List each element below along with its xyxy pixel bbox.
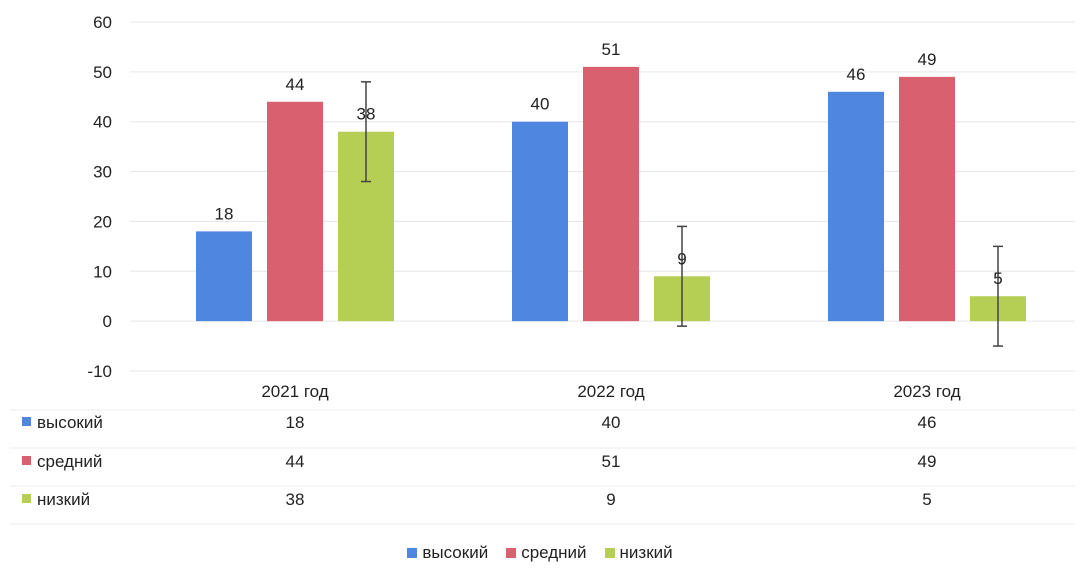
table-cell: 9	[606, 490, 615, 509]
table-row-label: высокий	[37, 413, 103, 432]
category-label: 2021 год	[261, 382, 328, 401]
category-label: 2022 год	[577, 382, 644, 401]
y-tick-label: 20	[93, 212, 112, 231]
y-tick-label: 40	[93, 113, 112, 132]
data-label: 51	[602, 40, 621, 59]
legend-label: низкий	[619, 543, 673, 562]
bar	[828, 91, 884, 322]
y-tick-label: 30	[93, 163, 112, 182]
table-legend-key	[22, 417, 31, 426]
table-cell: 18	[286, 413, 305, 432]
table-cell: 44	[286, 452, 305, 471]
data-labels: 18 40 46 44 51 49 38 9 5	[215, 40, 1003, 288]
legend-swatch	[506, 548, 517, 558]
bar-chart: -10 0 10 20 30 40 50 60 18 40 46 44 51 49 38 9 5 2021 г…	[10, 13, 1075, 525]
table-cell: 5	[922, 490, 931, 509]
data-label: 9	[677, 249, 686, 268]
data-label: 5	[993, 269, 1002, 288]
bar	[512, 121, 568, 322]
y-axis-ticks: -10 0 10 20 30 40 50 60	[87, 13, 112, 381]
table-cell: 38	[286, 490, 305, 509]
data-label: 46	[847, 65, 866, 84]
data-label: 40	[531, 95, 550, 114]
table-legend-key	[22, 494, 31, 503]
data-label: 38	[357, 105, 376, 124]
y-tick-label: 0	[103, 312, 112, 331]
y-tick-label: 50	[93, 63, 112, 82]
data-label: 44	[286, 75, 305, 94]
legend: высокий средний низкий	[0, 543, 1080, 563]
legend-item: высокий	[407, 543, 488, 563]
table-cell: 40	[602, 413, 621, 432]
table-cell: 51	[602, 452, 621, 471]
table-cell: 46	[918, 413, 937, 432]
y-tick-label: -10	[87, 362, 112, 381]
bars	[196, 66, 1026, 322]
x-axis-categories: 2021 год 2022 год 2023 год	[261, 382, 960, 401]
legend-item: низкий	[604, 543, 673, 563]
table-row-label: низкий	[37, 490, 90, 509]
table-legend-key	[22, 456, 31, 465]
legend-item: средний	[506, 543, 587, 563]
legend-swatch	[407, 548, 418, 558]
legend-label: высокий	[422, 543, 489, 562]
legend-label: средний	[521, 543, 587, 562]
data-label: 49	[918, 50, 937, 69]
data-table: высокий 18 40 46 средний 44 51 49 низкий 38 9 5	[10, 409, 1075, 525]
category-label: 2023 год	[893, 382, 960, 401]
error-bars	[361, 81, 1003, 347]
y-tick-label: 10	[93, 262, 112, 281]
y-tick-label: 60	[93, 13, 112, 32]
bar	[583, 66, 639, 322]
bar	[196, 231, 252, 322]
bar	[267, 101, 323, 322]
legend-swatch	[604, 548, 615, 558]
table-cell: 49	[918, 452, 937, 471]
data-label: 18	[215, 204, 234, 223]
bar	[899, 76, 955, 322]
table-row-label: средний	[37, 452, 102, 471]
